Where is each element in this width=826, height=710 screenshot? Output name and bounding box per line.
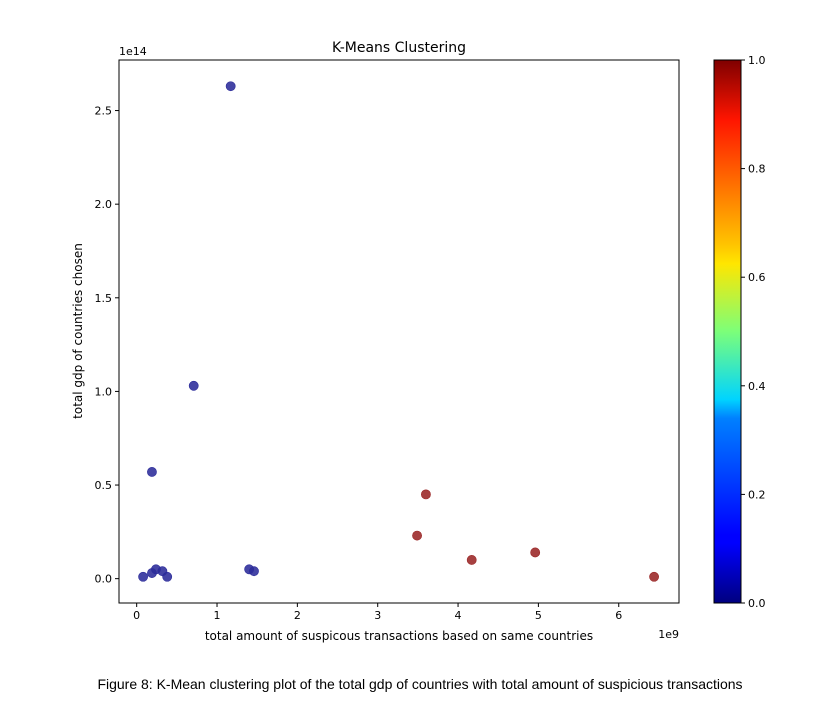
- y-tick-label: 0.5: [95, 479, 113, 492]
- x-tick-label: 0: [133, 609, 140, 622]
- cluster-0-point: [188, 380, 199, 391]
- cluster-1-point: [412, 530, 422, 541]
- y-offset-label: 1e14: [119, 45, 147, 58]
- colorbar-tick-label: 1.0: [748, 54, 766, 67]
- y-tick-label: 1.5: [95, 292, 113, 305]
- chart-title: K-Means Clustering: [332, 40, 466, 56]
- x-tick-label: 2: [294, 609, 301, 622]
- x-tick-label: 1: [214, 609, 221, 622]
- cluster-0-point: [225, 81, 236, 92]
- y-tick-label: 2.5: [95, 105, 113, 118]
- colorbar: 0.0 0.2 0.4 0.6 0.8 1.0: [713, 54, 766, 610]
- scatter-points: [138, 81, 659, 582]
- plot-area: 0 1 2 3 4 5 6 0.0 0.5 1.0 1.5 2.0 2.5: [95, 59, 680, 622]
- y-tick-label: 2.0: [95, 198, 113, 211]
- y-axis-label: total gdp of countries chosen: [71, 243, 85, 419]
- y-tick-label: 1.0: [95, 385, 113, 398]
- kmeans-scatter-chart: K-Means Clustering 0 1 2 3 4 5 6 0.0 0.5 1.0 1.5 2…: [71, 40, 766, 643]
- x-axis-label: total amount of suspicous transactions b…: [205, 629, 593, 643]
- cluster-1-point: [649, 571, 659, 582]
- cluster-1-point: [530, 547, 541, 558]
- x-tick-label: 5: [535, 609, 542, 622]
- x-tick-label: 4: [455, 609, 462, 622]
- x-offset-label: 1e9: [658, 628, 679, 641]
- figure-caption: Figure 8: K-Mean clustering plot of the …: [97, 676, 743, 692]
- cluster-1-point: [421, 489, 431, 500]
- cluster-0-point: [162, 571, 173, 582]
- y-tick-label: 0.0: [95, 573, 113, 586]
- colorbar-ticks: 0.0 0.2 0.4 0.6 0.8 1.0: [741, 54, 766, 610]
- x-tick-label: 3: [374, 609, 381, 622]
- x-axis-ticks: 0 1 2 3 4 5 6: [133, 603, 622, 622]
- colorbar-tick-label: 0.6: [748, 271, 766, 284]
- colorbar-tick-label: 0.4: [748, 380, 766, 393]
- cluster-1-point: [466, 555, 477, 565]
- cluster-0-point: [147, 467, 157, 477]
- colorbar-tick-label: 0.8: [748, 163, 766, 176]
- x-tick-label: 6: [615, 609, 622, 622]
- cluster-0-point: [249, 566, 259, 577]
- cluster-0-point: [138, 571, 149, 582]
- plot-frame: [118, 59, 680, 604]
- colorbar-tick-label: 0.2: [748, 488, 766, 501]
- colorbar-tick-label: 0.0: [748, 597, 766, 610]
- y-axis-ticks: 0.0 0.5 1.0 1.5 2.0 2.5: [95, 105, 119, 586]
- colorbar-gradient: [713, 59, 742, 604]
